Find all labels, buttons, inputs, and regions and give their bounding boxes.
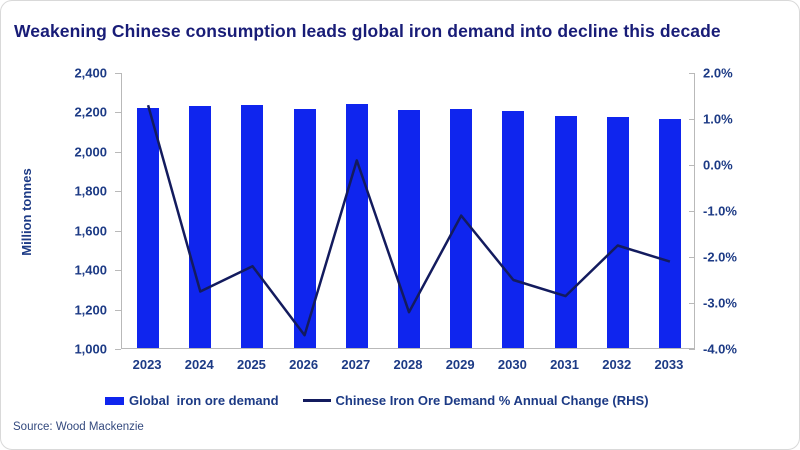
bar-2033 <box>658 119 681 348</box>
left-axis-tick-mark <box>115 151 121 153</box>
x-axis-label-2023: 2023 <box>132 357 162 372</box>
left-axis-tick-mark <box>115 191 121 193</box>
x-axis-label-2028: 2028 <box>393 357 423 372</box>
left-axis-tick-label: 2,000 <box>74 144 107 160</box>
line-series-swatch <box>302 399 331 402</box>
legend-item-line: Chinese Iron Ore Demand % Annual Change … <box>302 393 649 408</box>
x-axis-label-2032: 2032 <box>602 357 632 372</box>
left-axis-tick-label: 2,200 <box>74 104 107 120</box>
left-axis-tick-label: 2,400 <box>74 65 107 81</box>
left-axis-tick-label: 1,600 <box>74 223 107 239</box>
left-axis-tick-label: 1,000 <box>74 341 107 357</box>
bar-2025 <box>241 104 264 348</box>
x-axis-label-2029: 2029 <box>445 357 475 372</box>
line-series-path <box>146 104 671 337</box>
left-axis-tick-mark <box>115 230 121 232</box>
right-axis-tick-label: 1.0% <box>703 111 733 127</box>
bar-2024 <box>189 105 212 348</box>
right-axis-tick-mark <box>689 211 695 212</box>
chart-title: Weakening Chinese consumption leads glob… <box>14 21 721 41</box>
left-axis-tick-mark <box>115 270 121 272</box>
right-axis-tick-label: 2.0% <box>703 65 733 81</box>
right-axis-tick-mark <box>689 303 695 304</box>
right-axis-tick-mark <box>689 257 695 258</box>
right-axis-tick-mark <box>689 165 695 166</box>
left-axis-tick-mark <box>115 309 121 311</box>
right-axis-tick-label: -4.0% <box>703 341 737 357</box>
plot-area <box>121 73 695 349</box>
legend-item-bars: Global iron ore demand <box>105 393 279 408</box>
right-axis-tick-label: -2.0% <box>703 249 737 265</box>
x-axis-label-2033: 2033 <box>654 357 684 372</box>
left-axis-tick-label: 1,400 <box>74 262 107 278</box>
right-axis-tick-mark <box>689 349 695 350</box>
bar-2032 <box>606 117 629 348</box>
bar-2027 <box>345 103 368 348</box>
left-axis-title-text: Million tonnes <box>19 168 34 256</box>
right-axis-tick-label: 0.0% <box>703 157 733 173</box>
left-axis-tick-mark <box>115 349 121 350</box>
x-axis-label-2031: 2031 <box>550 357 579 372</box>
left-axis-tick-mark <box>115 73 121 74</box>
bar-series-swatch <box>105 396 124 405</box>
x-axis-label-2025: 2025 <box>236 357 266 372</box>
right-axis-tick-label: -1.0% <box>703 203 737 219</box>
right-axis-tick-mark <box>689 119 695 120</box>
chart-legend: Global iron ore demand Chinese Iron Ore … <box>105 393 649 408</box>
right-axis-tick-mark <box>689 73 695 74</box>
bar-2028 <box>398 110 420 348</box>
bar-2026 <box>293 109 316 348</box>
x-axis-label-2026: 2026 <box>289 357 319 372</box>
line-series <box>146 104 671 337</box>
x-axis-label-2030: 2030 <box>497 357 527 372</box>
left-axis-tick-label: 1,800 <box>74 183 107 199</box>
bar-2023 <box>137 108 160 348</box>
legend-label-line: Chinese Iron Ore Demand % Annual Change … <box>335 393 649 408</box>
legend-label-bars: Global iron ore demand <box>129 393 279 408</box>
source-note: Source: Wood Mackenzie <box>13 421 144 433</box>
x-axis-label-2024: 2024 <box>184 357 214 372</box>
right-axis-tick-label: -3.0% <box>703 295 737 311</box>
x-axis-label-2027: 2027 <box>341 357 371 372</box>
bar-2030 <box>502 111 525 348</box>
left-axis-tick-mark <box>115 112 121 114</box>
left-axis-tick-label: 1,200 <box>74 302 107 318</box>
bar-2029 <box>450 109 473 348</box>
